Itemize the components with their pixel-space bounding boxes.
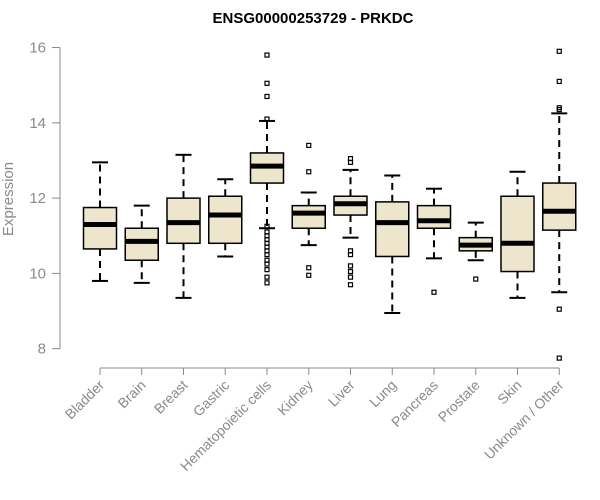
iqr-box: [375, 201, 410, 258]
outlier-point: [556, 48, 562, 54]
y-tick-label: 12: [29, 190, 46, 207]
box-brain: [124, 204, 159, 284]
outlier-point: [264, 267, 270, 273]
x-tick-label: Brain: [114, 377, 148, 411]
outlier-point: [264, 261, 270, 267]
iqr-box: [542, 182, 577, 231]
outlier-point: [556, 355, 562, 361]
outlier-point: [306, 272, 312, 278]
box-prostate: [458, 221, 493, 282]
outlier-point: [264, 274, 270, 280]
outlier-point: [347, 263, 354, 269]
outlier-point: [264, 116, 270, 122]
outlier-point: [347, 268, 354, 275]
x-tick-label: Bladder: [62, 377, 108, 423]
iqr-box: [291, 204, 326, 229]
outlier-point: [264, 52, 270, 58]
box-breast: [166, 153, 201, 299]
x-tick-label: Skin: [494, 377, 525, 408]
x-tick-label: Unknown / Other: [481, 377, 567, 463]
outlier-point: [264, 80, 270, 86]
iqr-box: [124, 227, 159, 261]
x-tick-label: Prostate: [435, 377, 483, 425]
outlier-point: [347, 159, 354, 165]
outlier-point: [473, 276, 479, 282]
boxes-group: [82, 48, 577, 361]
outlier-point: [431, 289, 437, 295]
y-tick-label: 8: [38, 341, 46, 358]
outlier-point: [306, 169, 312, 175]
iqr-box: [500, 195, 535, 273]
outlier-point: [264, 251, 270, 258]
outlier-point: [556, 107, 562, 113]
outlier-point: [264, 93, 270, 100]
outlier-point: [306, 142, 312, 149]
box-bladder: [82, 161, 118, 282]
y-tick-label: 16: [29, 40, 46, 57]
y-tick-label: 10: [29, 265, 46, 282]
outlier-point: [556, 78, 562, 85]
x-tick-label: Lung: [366, 377, 399, 410]
box-unknown-other: [542, 48, 577, 361]
iqr-box: [416, 204, 452, 229]
box-kidney: [291, 142, 326, 278]
box-gastric: [208, 178, 243, 258]
x-tick-label: Kidney: [274, 377, 316, 419]
outlier-point: [306, 265, 312, 271]
iqr-box: [208, 195, 243, 245]
iqr-box: [82, 206, 118, 250]
box-lung: [375, 174, 410, 314]
y-tick-label: 14: [29, 115, 46, 132]
outlier-point: [347, 282, 354, 288]
chart-title: ENSG00000253729 - PRKDC: [213, 10, 414, 27]
outlier-point: [264, 280, 270, 286]
outlier-point: [347, 274, 354, 280]
box-skin: [500, 170, 535, 299]
outlier-point: [264, 223, 270, 229]
y-axis-label: Expression: [0, 162, 17, 236]
box-liver: [333, 155, 368, 288]
box-pancreas: [416, 187, 452, 295]
box-hematopoietic-cells: [249, 52, 285, 286]
x-tick-label: Breast: [151, 377, 191, 417]
x-tick-label: Liver: [325, 377, 358, 410]
y-axis-ticks: 8 10 12 14 16: [29, 40, 60, 358]
outlier-point: [347, 251, 354, 258]
outlier-point: [556, 306, 562, 312]
